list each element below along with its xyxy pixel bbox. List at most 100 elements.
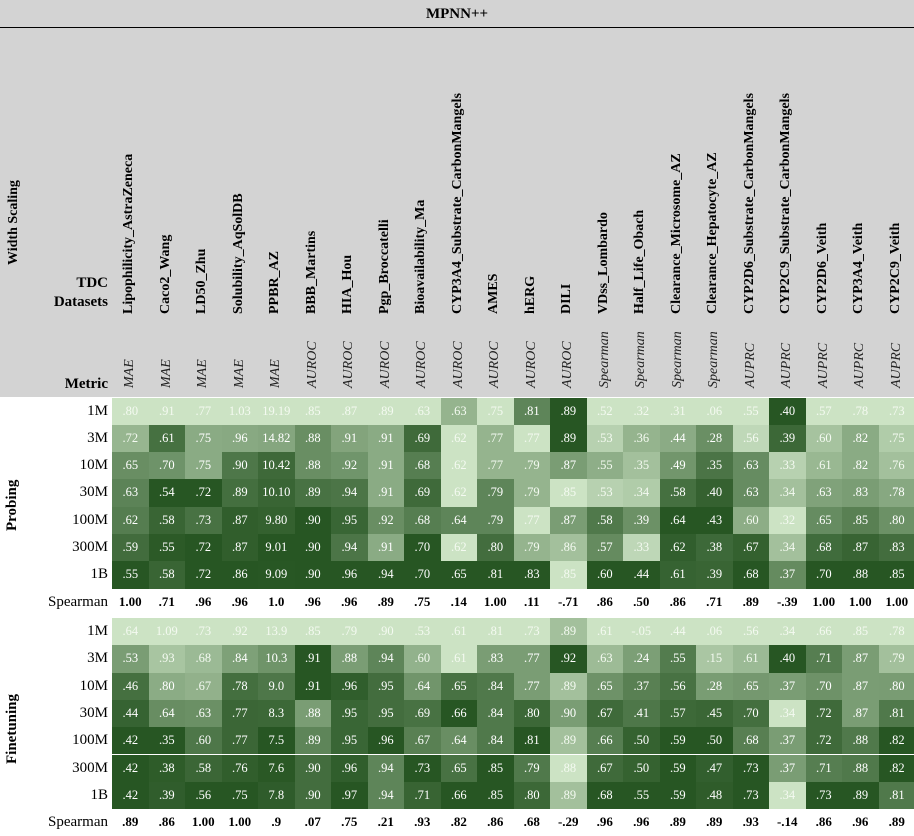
spearman-value: .82 <box>440 809 477 836</box>
spearman-value: .07 <box>294 809 331 836</box>
heatmap-cell: .62 <box>440 452 477 480</box>
heatmap-cell: .89 <box>550 672 587 700</box>
heatmap-cell: .73 <box>732 781 769 810</box>
heatmap-cell: .88 <box>842 727 879 755</box>
dataset-header-vdss_lombardo: VDss_Lombardo <box>595 212 611 314</box>
heatmap-cell: .60 <box>732 506 769 534</box>
heatmap-cell: .70 <box>404 561 441 589</box>
heatmap-cell: .78 <box>878 618 914 646</box>
heatmap-cell: .82 <box>842 424 879 453</box>
row-label-finetuning-3M: 3M <box>87 650 108 667</box>
heatmap-cell: .53 <box>586 479 623 507</box>
spearman-value: 1.00 <box>185 809 222 836</box>
heatmap-cell: .64 <box>404 672 441 700</box>
spearman-label-probing: Spearman <box>2 588 108 615</box>
heatmap-cell: 10.10 <box>258 479 295 507</box>
spearman-value: -.29 <box>550 809 587 836</box>
metric-label-9: AUROC <box>450 341 466 388</box>
heatmap-cell: .72 <box>185 561 222 589</box>
heatmap-cell: .70 <box>805 672 842 700</box>
dataset-header-ld50_zhu: LD50_Zhu <box>194 248 210 314</box>
heatmap-cell: .80 <box>878 672 914 700</box>
heatmap-cell: .37 <box>623 672 660 700</box>
heatmap-cell: -.05 <box>623 618 660 646</box>
heatmap-cell: .72 <box>805 727 842 755</box>
heatmap-cell: .85 <box>294 618 331 646</box>
heatmap-cell: .88 <box>550 754 587 782</box>
heatmap-cell: .57 <box>586 534 623 562</box>
heatmap-cell: .61 <box>732 645 769 673</box>
heatmap-cell: .89 <box>842 781 879 810</box>
heatmap-cell: .58 <box>148 561 185 589</box>
heatmap-cell: .38 <box>696 534 733 562</box>
spearman-value: 1.00 <box>112 588 149 615</box>
heatmap-cell: .40 <box>769 645 806 673</box>
heatmap-cell: 1.03 <box>221 397 258 425</box>
heatmap-cell: .46 <box>112 672 149 700</box>
heatmap-cell: .67 <box>732 534 769 562</box>
section-label-probing: Probing <box>4 479 20 532</box>
heatmap-cell: .75 <box>185 452 222 480</box>
heatmap-cell: .89 <box>550 727 587 755</box>
heatmap-cell: .83 <box>878 534 914 562</box>
heatmap-cell: .61 <box>440 645 477 673</box>
heatmap-cell: .68 <box>185 645 222 673</box>
heatmap-cell: .88 <box>294 452 331 480</box>
heatmap-cell: .62 <box>440 479 477 507</box>
heatmap-cell: 13.9 <box>258 618 295 646</box>
heatmap-cell: .50 <box>623 754 660 782</box>
spearman-value: -.39 <box>769 588 806 615</box>
heatmap-cell: .90 <box>294 561 331 589</box>
heatmap-cell: .53 <box>586 424 623 453</box>
heatmap-cell: .39 <box>623 506 660 534</box>
heatmap-cell: .62 <box>440 424 477 453</box>
dataset-header-cyp3a4_veith: CYP3A4_Veith <box>851 222 867 314</box>
heatmap-cell: .70 <box>404 534 441 562</box>
heatmap-cell: .64 <box>440 506 477 534</box>
heatmap-cell: .91 <box>148 397 185 425</box>
heatmap-cell: .65 <box>732 672 769 700</box>
heatmap-cell: .61 <box>148 424 185 453</box>
heatmap-cell: .73 <box>805 781 842 810</box>
heatmap-cell: .56 <box>732 424 769 453</box>
heatmap-cell: .72 <box>185 479 222 507</box>
spearman-value: .86 <box>477 809 514 836</box>
metric-label-4: MAE <box>268 359 284 388</box>
heatmap-cell: .39 <box>696 561 733 589</box>
spearman-value: .89 <box>659 809 696 836</box>
row-label-finetuning-1B: 1B <box>90 786 108 803</box>
heatmap-cell: .91 <box>367 534 404 562</box>
heatmap-cell: .76 <box>221 754 258 782</box>
metric-label-0: MAE <box>122 359 138 388</box>
heatmap-cell: .61 <box>440 618 477 646</box>
tdc-datasets-label: TDC Datasets <box>53 275 108 310</box>
heatmap-cell: .58 <box>659 479 696 507</box>
dataset-header-caco2_wang: Caco2_Wang <box>157 234 173 314</box>
heatmap-cell: .94 <box>367 645 404 673</box>
heatmap-cell: .94 <box>367 781 404 810</box>
heatmap-cell: 9.0 <box>258 672 295 700</box>
metric-label-18: AUPRC <box>779 342 795 388</box>
heatmap-cell: .97 <box>331 781 368 810</box>
heatmap-cell: .91 <box>294 672 331 700</box>
spearman-value: .75 <box>331 809 368 836</box>
heatmap-cell: .75 <box>477 397 514 425</box>
heatmap-cell: .68 <box>805 534 842 562</box>
heatmap-cell: .78 <box>842 397 879 425</box>
heatmap-cell: .88 <box>294 699 331 728</box>
heatmap-cell: .68 <box>404 452 441 480</box>
dataset-header-herg: hERG <box>522 275 538 314</box>
heatmap-cell: .70 <box>732 699 769 728</box>
heatmap-cell: .67 <box>185 672 222 700</box>
heatmap-cell: .70 <box>805 561 842 589</box>
heatmap-cell: .81 <box>878 699 914 728</box>
heatmap-cell: .87 <box>331 397 368 425</box>
spearman-value: .89 <box>696 809 733 836</box>
heatmap-cell: .55 <box>586 452 623 480</box>
heatmap-cell: .87 <box>550 452 587 480</box>
heatmap-cell: .33 <box>769 452 806 480</box>
heatmap-cell: .80 <box>878 506 914 534</box>
heatmap-cell: 7.8 <box>258 781 295 810</box>
heatmap-cell: .59 <box>659 781 696 810</box>
heatmap-cell: .37 <box>769 672 806 700</box>
